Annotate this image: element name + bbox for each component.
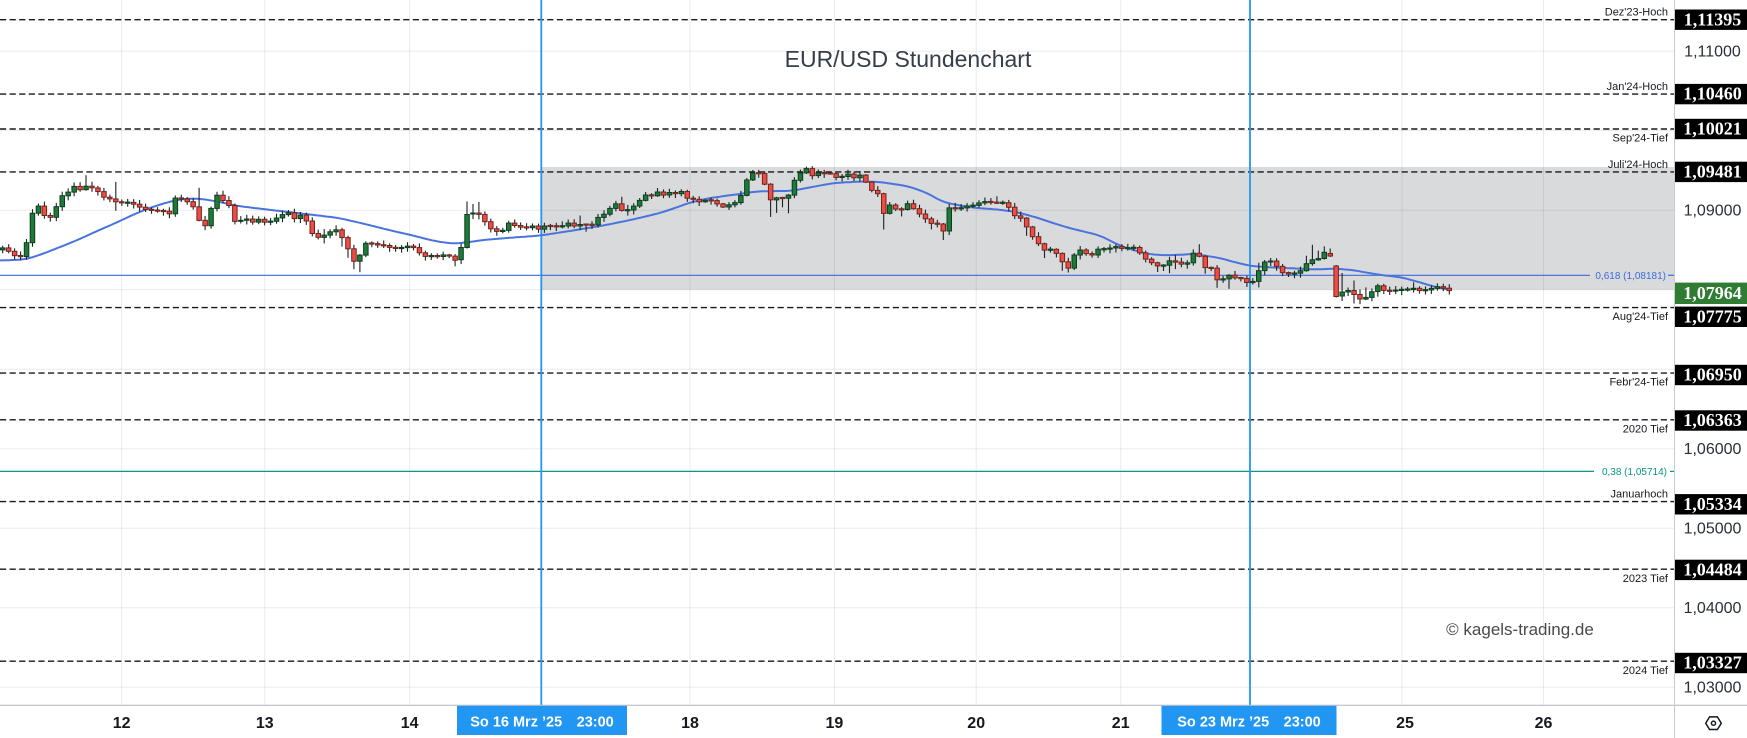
svg-text:14: 14 [401, 715, 419, 732]
svg-text:1,06363: 1,06363 [1683, 410, 1742, 430]
svg-text:20: 20 [967, 715, 985, 732]
svg-text:19: 19 [826, 715, 844, 732]
svg-text:So 16 Mrz ’25 23:00: So 16 Mrz ’25 23:00 [470, 715, 613, 731]
svg-text:Juli'24-Hoch: Juli'24-Hoch [1608, 159, 1668, 171]
svg-text:1,04000: 1,04000 [1684, 600, 1742, 617]
svg-text:12: 12 [113, 715, 131, 732]
svg-text:13: 13 [256, 715, 274, 732]
svg-text:Sep'24-Tief: Sep'24-Tief [1613, 133, 1669, 145]
svg-text:1,04484: 1,04484 [1683, 560, 1742, 580]
svg-text:2020 Tief: 2020 Tief [1623, 423, 1669, 435]
svg-text:Aug'24-Tief: Aug'24-Tief [1613, 311, 1669, 323]
svg-text:1,03000: 1,03000 [1684, 680, 1742, 697]
svg-text:1,05334: 1,05334 [1683, 494, 1742, 514]
svg-text:0,38 (1,05714): 0,38 (1,05714) [1602, 467, 1667, 478]
svg-text:25: 25 [1396, 715, 1414, 732]
svg-text:1,06000: 1,06000 [1684, 441, 1742, 458]
svg-text:0,618 (1,08181): 0,618 (1,08181) [1595, 271, 1666, 282]
svg-text:1,07775: 1,07775 [1683, 306, 1742, 326]
svg-text:2023 Tief: 2023 Tief [1623, 573, 1669, 585]
svg-text:1,09481: 1,09481 [1683, 162, 1742, 182]
svg-text:1,07964: 1,07964 [1683, 283, 1742, 303]
svg-text:1,09000: 1,09000 [1684, 203, 1742, 220]
svg-text:18: 18 [681, 715, 699, 732]
svg-text:1,06950: 1,06950 [1683, 365, 1742, 385]
svg-text:1,11395: 1,11395 [1684, 9, 1742, 29]
svg-text:26: 26 [1535, 715, 1553, 732]
svg-text:21: 21 [1112, 715, 1130, 732]
svg-text:2024 Tief: 2024 Tief [1623, 665, 1669, 677]
svg-text:Jan'24-Hoch: Jan'24-Hoch [1607, 81, 1668, 93]
svg-text:1,10460: 1,10460 [1683, 84, 1742, 104]
svg-text:1,03327: 1,03327 [1683, 653, 1742, 673]
svg-text:1,10021: 1,10021 [1683, 119, 1742, 139]
svg-text:© kagels-trading.de: © kagels-trading.de [1446, 620, 1594, 639]
svg-text:Januarhoch: Januarhoch [1611, 489, 1669, 501]
svg-text:So 23 Mrz ’25 23:00: So 23 Mrz ’25 23:00 [1177, 715, 1320, 731]
svg-text:EUR/USD Stundenchart: EUR/USD Stundenchart [785, 46, 1032, 72]
svg-text:1,05000: 1,05000 [1684, 521, 1742, 538]
svg-text:Febr'24-Tief: Febr'24-Tief [1609, 377, 1668, 389]
svg-text:1,11000: 1,11000 [1684, 44, 1741, 61]
svg-text:Dez'23-Hoch: Dez'23-Hoch [1605, 7, 1668, 19]
